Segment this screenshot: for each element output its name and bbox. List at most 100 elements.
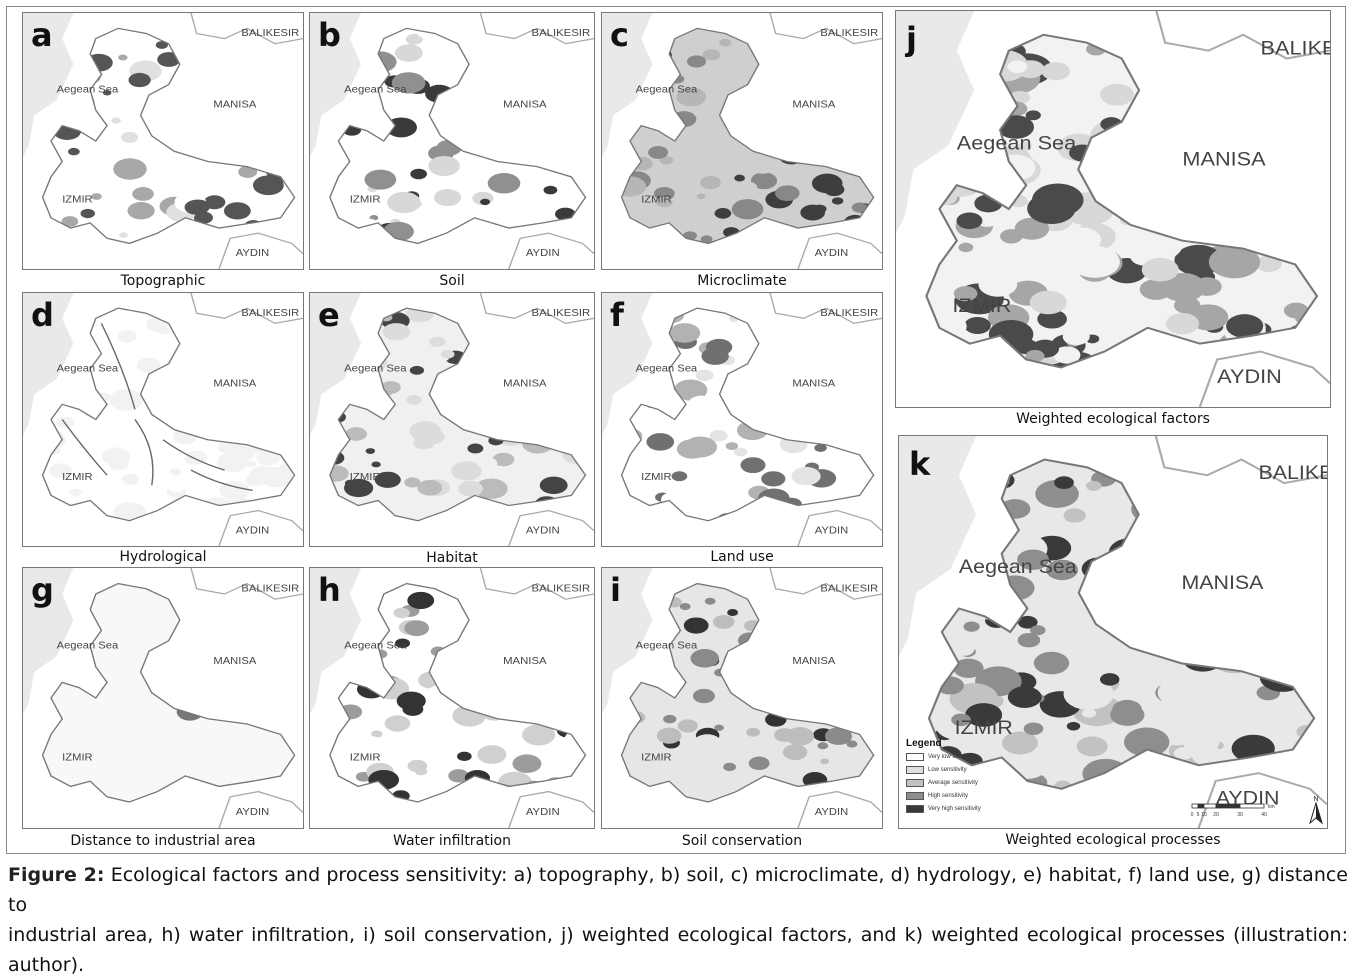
sensitivity-patch xyxy=(778,328,788,334)
sensitivity-patch xyxy=(1191,745,1223,766)
sensitivity-patch xyxy=(471,322,502,341)
sensitivity-patch xyxy=(246,460,257,468)
map-label-sea: Aegean Sea xyxy=(344,363,407,374)
sensitivity-patch xyxy=(1101,484,1127,501)
sensitivity-patch xyxy=(741,181,758,192)
sensitivity-patch xyxy=(1177,604,1201,620)
sensitivity-patch xyxy=(168,624,202,647)
sensitivity-patch xyxy=(737,365,752,375)
province-border xyxy=(190,13,303,45)
panel-letter-f: f xyxy=(610,296,624,334)
sensitivity-patch xyxy=(537,346,562,362)
sensitivity-patch xyxy=(740,457,766,474)
sensitivity-patch xyxy=(1054,476,1074,489)
sensitivity-patch xyxy=(85,436,104,448)
sensitivity-patch xyxy=(845,74,869,90)
sensitivity-patch xyxy=(236,124,248,132)
sensitivity-patch xyxy=(193,703,213,717)
panel-letter-a: a xyxy=(31,16,53,54)
sensitivity-patch xyxy=(476,413,488,421)
region-outline xyxy=(329,307,587,522)
sensitivity-patch xyxy=(258,67,273,78)
sensitivity-patch xyxy=(502,77,530,95)
sensitivity-patch xyxy=(476,600,493,612)
sensitivity-patch xyxy=(238,165,258,178)
sensitivity-patch xyxy=(994,154,1036,181)
sensitivity-patch xyxy=(278,227,295,242)
map-label-south-region: AYDIN xyxy=(236,806,269,818)
sensitivity-patch xyxy=(149,635,181,656)
panel-caption-k: Weighted ecological processes xyxy=(1005,832,1221,848)
sensitivity-patch xyxy=(264,180,280,191)
sensitivity-patch xyxy=(752,108,762,115)
map-label-west-town: IZMIR xyxy=(350,752,381,763)
sensitivity-patch xyxy=(736,420,768,441)
sensitivity-patch xyxy=(160,678,173,687)
region-outline xyxy=(41,582,296,803)
sensitivity-patch xyxy=(739,43,760,57)
map-panel-e: Aegean Sea BALIKESIR MANISA AYDIN IZMIR e xyxy=(309,292,595,547)
sensitivity-patch xyxy=(1112,699,1142,719)
sensitivity-patch xyxy=(1158,121,1196,146)
sensitivity-patch xyxy=(830,335,849,347)
sensitivity-patch xyxy=(357,736,384,753)
sensitivity-patch xyxy=(1262,521,1313,553)
sensitivity-patch xyxy=(1165,313,1200,335)
sensitivity-patch xyxy=(1264,117,1283,130)
sensitivity-patch xyxy=(188,627,218,646)
sensitivity-patch xyxy=(761,46,785,62)
sensitivity-patch xyxy=(329,465,349,482)
sensitivity-patch xyxy=(75,165,103,183)
map-label-east-region: MANISA xyxy=(503,656,547,667)
sensitivity-patch xyxy=(690,649,720,668)
sensitivity-patch xyxy=(68,147,80,156)
sensitivity-patch xyxy=(395,638,411,649)
sea-area xyxy=(310,293,362,435)
sensitivity-patch xyxy=(520,636,539,648)
sensitivity-patch xyxy=(750,172,778,190)
sensitivity-patch xyxy=(782,744,808,761)
sensitivity-patch xyxy=(277,132,290,141)
sensitivity-patch xyxy=(980,182,995,192)
panel-letter-g: g xyxy=(31,571,54,609)
sensitivity-patch xyxy=(1279,90,1312,112)
sensitivity-patch xyxy=(108,591,124,602)
sensitivity-patch xyxy=(172,387,204,408)
sensitivity-patch xyxy=(396,691,426,711)
map-i: Aegean Sea BALIKESIR MANISA AYDIN IZMIR xyxy=(602,568,882,828)
sensitivity-patch xyxy=(676,439,708,459)
sensitivity-patch xyxy=(526,75,541,85)
sensitivity-patch xyxy=(1207,477,1257,509)
sensitivity-patch xyxy=(1166,124,1199,146)
sensitivity-patch xyxy=(1017,632,1041,648)
sensitivity-patch xyxy=(750,686,777,704)
sensitivity-patch xyxy=(1263,138,1283,151)
sensitivity-patch xyxy=(1017,615,1038,629)
sensitivity-patch xyxy=(217,613,242,629)
sensitivity-patch xyxy=(111,117,121,124)
sensitivity-patch xyxy=(468,122,494,139)
sensitivity-patch xyxy=(165,764,184,777)
sensitivity-patch xyxy=(216,54,235,67)
sensitivity-patch xyxy=(374,471,401,488)
sensitivity-patch xyxy=(241,767,252,774)
map-label-south-region: AYDIN xyxy=(815,248,848,259)
sensitivity-patch xyxy=(1274,581,1305,601)
sensitivity-patch xyxy=(558,46,586,67)
sensitivity-patch xyxy=(487,172,521,194)
map-label-north-region: BALIKESIR xyxy=(241,307,299,318)
panel-letter-k: k xyxy=(909,445,931,483)
sensitivity-patch xyxy=(692,688,715,704)
sensitivity-patch xyxy=(855,386,874,404)
sensitivity-patch xyxy=(657,659,671,669)
sensitivity-patch xyxy=(467,663,502,685)
sensitivity-patch xyxy=(387,191,421,214)
sensitivity-patch xyxy=(962,725,983,739)
sensitivity-patch xyxy=(371,461,381,468)
legend-label: Very low sensitivity xyxy=(928,753,979,760)
legend-swatch xyxy=(906,752,924,761)
legend-label: Low sensitivity xyxy=(928,766,967,773)
sensitivity-patch xyxy=(814,691,842,710)
sensitivity-patch xyxy=(1025,110,1041,121)
region-outline xyxy=(620,307,875,522)
